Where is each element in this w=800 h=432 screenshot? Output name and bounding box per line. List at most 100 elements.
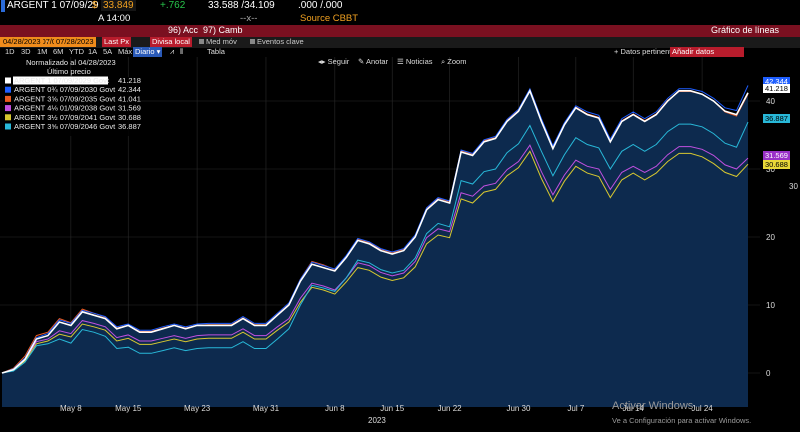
legend-series-last: 42.344 [118, 85, 141, 94]
tool-zoom[interactable]: ⌕ Zoom [441, 57, 466, 66]
x-axis-year: 2023 [368, 416, 386, 425]
period-1m[interactable]: 1M [37, 47, 48, 56]
y-tick-label: 40 [766, 97, 775, 106]
series-lines [1, 85, 749, 374]
secondary-axis-label: 30 [789, 182, 798, 191]
price-change: +.762 [160, 0, 186, 11]
date-to-field[interactable]: 07/28/2023 [54, 37, 96, 47]
x-tick-label: May 8 [60, 404, 82, 413]
acc-menu[interactable]: 96) Acc [168, 25, 199, 35]
value-badge-text: 42.344 [765, 77, 788, 86]
legend: Normalizado al 04/28/2023 Último precio … [3, 58, 141, 136]
legend-series-name: ARGENT 3⅝ 07/09/2046 Govt [14, 122, 116, 131]
value-badge [763, 160, 790, 169]
watermark-subtitle: Ve a Configuración para activar Windows. [612, 416, 751, 425]
y-tick-label: 0 [766, 369, 771, 378]
date-from-field[interactable]: 04/28/2023 [1, 37, 43, 47]
tabla-button[interactable]: Tabla [207, 47, 225, 56]
x-tick-label: Jun 22 [438, 404, 463, 413]
divisa-field[interactable]: Divisa local [150, 37, 192, 47]
x-tick-label: Jun 30 [506, 404, 531, 413]
quote-bar: ARGENT 1 07/09/29 $ 33.849 +.762 33.588 … [0, 0, 800, 13]
series-line [1, 88, 749, 374]
legend-swatch [5, 77, 11, 84]
series-line [1, 121, 749, 374]
legend-series-last: 41.218 [118, 76, 141, 85]
settings-controls: 04/28/2023 - 07/28/2023 Last Px Divisa l… [0, 37, 800, 48]
period-bar: 1D 3D 1M 6M YTD 1A 5A Máx Diario ▾ ⩘ ⦀ T… [0, 47, 800, 57]
legend-last-price-header: Último precio [47, 67, 91, 76]
value-badge-text: 36.887 [765, 114, 788, 123]
tool-noticias[interactable]: ☰ Noticias [397, 57, 433, 66]
med-mov-toggle[interactable]: Med móv [197, 37, 239, 47]
watermark-title: Activar Windows [612, 400, 694, 412]
legend-series-last: 30.688 [118, 113, 141, 122]
legend-series-name: ARGENT 4⅛ 01/09/2038 Govt [14, 104, 116, 113]
frequency-label: Diario [135, 47, 155, 56]
period-3d[interactable]: 3D [21, 47, 31, 56]
value-badge-text: 30.688 [765, 160, 788, 169]
legend-normalized: Normalizado al 04/28/2023 [26, 58, 116, 67]
eventos-toggle[interactable]: Eventos clave [248, 37, 306, 47]
legend-series-last: 36.887 [118, 122, 141, 131]
camb-menu[interactable]: 97) Camb [203, 25, 243, 35]
period-6m[interactable]: 6M [53, 47, 64, 56]
x-tick-label: Jul 24 [691, 404, 713, 413]
source-label: Source CBBT [300, 13, 359, 24]
series-line [1, 144, 749, 374]
bar-style-icon[interactable]: ⦀ [180, 47, 184, 56]
med-mov-label: Med móv [206, 37, 237, 46]
last-px-field[interactable]: Last Px [102, 37, 132, 47]
frequency-select[interactable]: Diario ▾ [133, 47, 163, 57]
legend-swatch [5, 86, 11, 93]
legend-highlight [13, 76, 108, 85]
anadir-datos-field[interactable]: Añadir datos [670, 47, 744, 57]
line-style-icon[interactable]: ⩘ [170, 47, 175, 56]
legend-swatch [5, 114, 11, 121]
security-name: ARGENT 1 07/09/29 [7, 0, 99, 11]
legend-swatch [5, 105, 11, 112]
checkbox-icon [199, 39, 204, 44]
datos-pertinent-button[interactable]: + Datos pertinent [612, 47, 673, 57]
period-1d[interactable]: 1D [5, 47, 15, 56]
last-price: 33.849 [101, 0, 136, 11]
x-tick-label: May 15 [115, 404, 142, 413]
series-line [1, 85, 749, 374]
period-ytd[interactable]: YTD [69, 47, 84, 56]
legend-series-name: ARGENT 3½ 07/09/2041 Govt [14, 113, 116, 122]
legend-swatch [5, 95, 11, 102]
legend-series-name: ARGENT 1 07/09/2029 Govt [14, 76, 110, 85]
period-1a[interactable]: 1A [88, 47, 98, 56]
value-badge [763, 151, 790, 160]
tool-seguir[interactable]: ◂▸ Seguir [318, 57, 350, 66]
date-separator: - [46, 37, 49, 46]
checkbox-icon [250, 39, 255, 44]
price-chart: ◂▸ Seguir ✎ Anotar ☰ Noticias ⌕ Zoom Nor… [0, 57, 798, 425]
value-badge-text: 41.218 [765, 84, 788, 93]
chart-toolbar: ◂▸ Seguir ✎ Anotar ☰ Noticias ⌕ Zoom [318, 57, 466, 66]
legend-series-last: 41.041 [118, 94, 141, 103]
tool-anotar[interactable]: ✎ Anotar [358, 57, 389, 66]
time-label: A 14:00 [98, 13, 131, 24]
legend-series-name: ARGENT 3⅝ 07/09/2035 Govt [14, 94, 116, 103]
y-tick-label: 30 [766, 165, 775, 174]
value-badge [763, 84, 790, 93]
eventos-label: Eventos clave [257, 37, 304, 46]
period-5a[interactable]: 5A [103, 47, 113, 56]
x-tick-label: Jul 7 [567, 404, 584, 413]
chart-type-title: Gráfico de líneas [711, 25, 780, 35]
value-badge [763, 114, 790, 123]
period-max[interactable]: Máx [118, 47, 133, 56]
quote-detail-bar: A 14:00 --x-- Source CBBT [0, 13, 800, 25]
area-fill [2, 90, 748, 408]
x-tick-label: May 31 [253, 404, 280, 413]
x-tick-label: May 23 [184, 404, 211, 413]
series-line [1, 150, 749, 374]
y-tick-label: 10 [766, 301, 775, 310]
value-badge-text: 31.569 [765, 151, 788, 160]
value-badge [763, 77, 790, 86]
currency-symbol: $ [92, 0, 98, 11]
dashes: --x-- [240, 13, 258, 24]
y-tick-label: 20 [766, 233, 775, 242]
yields: .000 /.000 [298, 0, 343, 11]
